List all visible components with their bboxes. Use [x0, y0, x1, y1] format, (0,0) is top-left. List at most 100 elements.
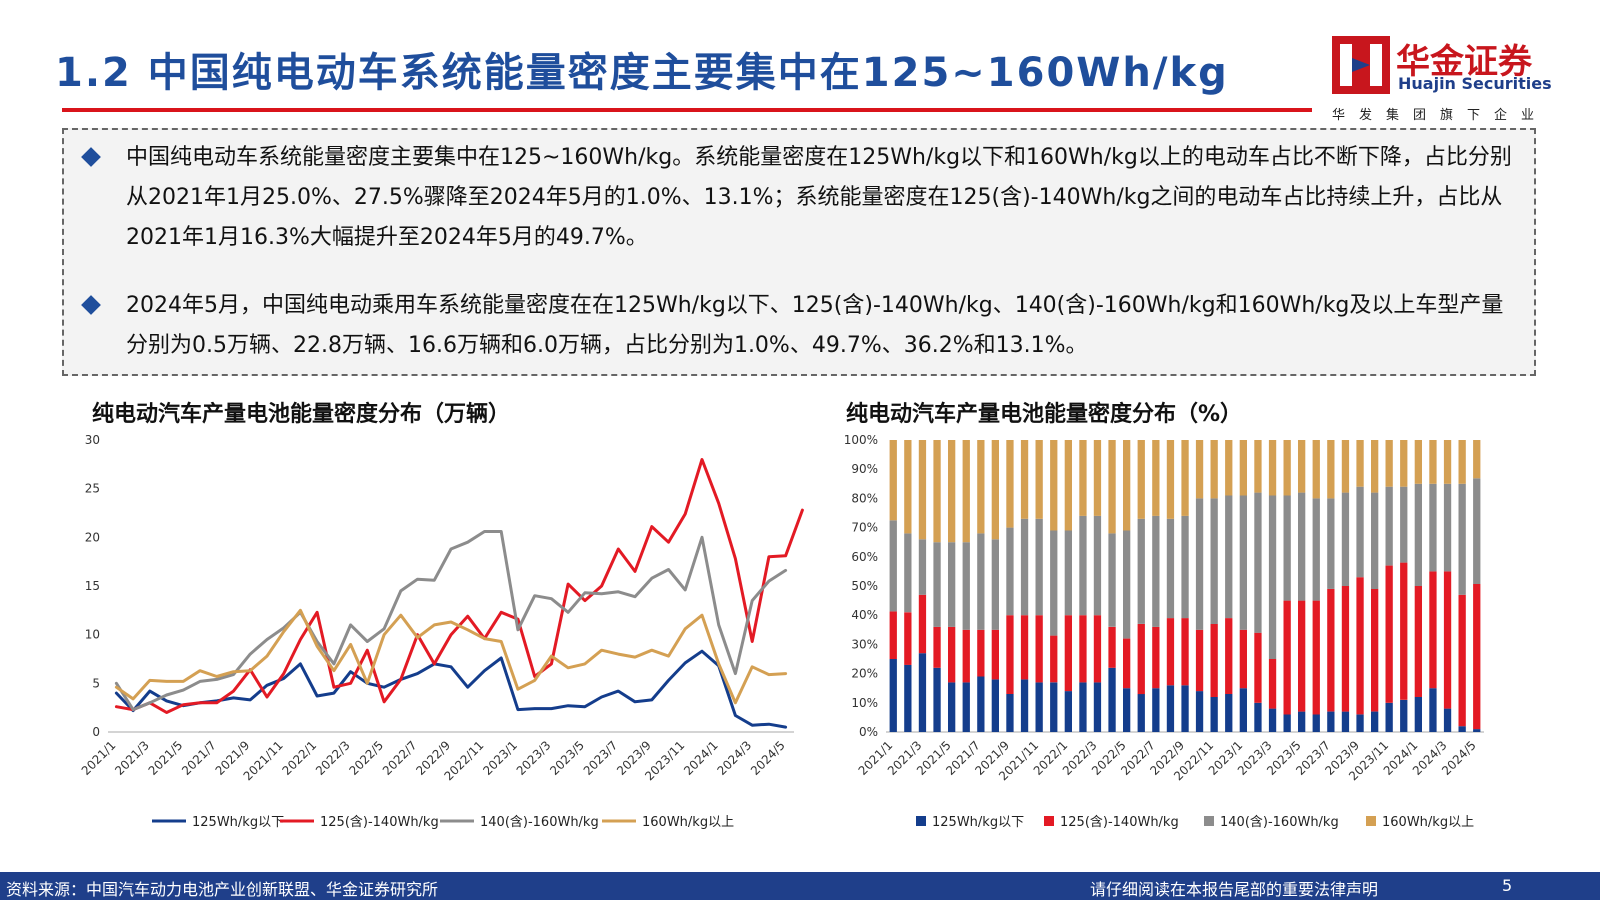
bar-segment [1123, 688, 1131, 732]
bar-segment [1298, 492, 1306, 601]
bar-segment [1473, 584, 1481, 730]
bar-segment [1429, 688, 1437, 732]
bar-segment [1443, 440, 1452, 484]
bar-segment [1356, 714, 1364, 732]
bar-segment [1312, 714, 1320, 732]
bar-segment [991, 679, 999, 732]
bar-segment [991, 440, 999, 540]
bar-segment [962, 682, 970, 732]
bar-segment [1123, 530, 1131, 639]
bar-segment [1371, 711, 1379, 732]
x-tick-label: 2023/1 [480, 738, 520, 778]
bar-segment [933, 440, 941, 543]
bar-segment [1035, 615, 1043, 683]
bar-segment [1254, 440, 1262, 493]
legend-label: 160Wh/kg以上 [1382, 815, 1474, 830]
bar-segment [1356, 440, 1364, 487]
bar-segment [1443, 483, 1452, 572]
bar-segment [1341, 711, 1350, 732]
bar-segment [1443, 708, 1452, 732]
bar-segment [1166, 518, 1175, 619]
y-tick-label: 10% [851, 696, 878, 710]
legend-swatch [1204, 816, 1214, 826]
bar-segment [1298, 440, 1306, 493]
bar-segment [1225, 694, 1233, 732]
bar-segment [1195, 440, 1204, 499]
bar-segment [991, 539, 999, 630]
legend-swatch [1044, 816, 1054, 826]
bar-segment [1312, 498, 1320, 601]
y-tick-label: 5 [92, 676, 100, 690]
bar-segment [1473, 440, 1481, 479]
bar-segment [1312, 600, 1320, 715]
bar-segment [1400, 699, 1408, 732]
y-tick-label: 70% [851, 521, 878, 535]
y-tick-label: 0 [92, 725, 100, 739]
x-tick-label: 2022/1 [280, 738, 320, 778]
bar-segment [1473, 478, 1481, 584]
bar-segment [1079, 682, 1087, 732]
bar-segment [1079, 615, 1087, 683]
bar-segment [1064, 691, 1072, 732]
bar-segment [1239, 495, 1247, 630]
bar-segment [1371, 588, 1379, 712]
bar-segment [1181, 618, 1189, 686]
x-tick-label: 2023/7 [581, 738, 621, 778]
x-tick-label: 2021/7 [179, 738, 219, 778]
legend-label: 140(含)-160Wh/kg [480, 814, 599, 830]
legend-swatch [916, 816, 926, 826]
bar-segment [904, 612, 912, 665]
y-tick-label: 90% [851, 462, 878, 476]
bar-segment [1298, 600, 1306, 712]
bar-segment [1050, 682, 1058, 732]
bar-segment [1166, 685, 1175, 732]
bar-segment [904, 664, 912, 732]
bar-segment [1458, 483, 1466, 595]
bar-segment [1152, 515, 1160, 627]
bar-segment [1006, 694, 1014, 732]
y-tick-label: 80% [851, 491, 878, 505]
bar-segment [1108, 626, 1116, 668]
bar-segment [1006, 440, 1014, 528]
bar-segment [1268, 495, 1277, 659]
bar-segment [1035, 682, 1043, 732]
bar-segment [889, 659, 897, 732]
bar-segment [948, 682, 956, 732]
footer-disclaimer: 请仔细阅读在本报告尾部的重要法律声明 [1090, 880, 1379, 899]
bar-segment [933, 626, 941, 668]
y-tick-label: 30% [851, 637, 878, 651]
bar-segment [1108, 440, 1116, 534]
bar-segment [889, 520, 897, 612]
bar-segment [962, 542, 970, 630]
legend-label: 125Wh/kg以下 [932, 815, 1024, 830]
bar-segment [1166, 618, 1175, 686]
legend-label: 160Wh/kg以上 [642, 815, 734, 830]
bar-segment [1195, 629, 1204, 692]
bar-segment [918, 594, 927, 654]
bar-segment [1385, 486, 1393, 566]
bar-segment [904, 533, 912, 613]
x-tick-label: 2021/3 [112, 738, 152, 778]
bar-segment [1283, 714, 1291, 732]
company-logo: 华金证券 Huajin Securities 华发集团旗下企业 [1332, 34, 1572, 124]
bar-segment [948, 542, 956, 627]
bar-segment [1152, 440, 1160, 516]
bar-segment [1341, 492, 1350, 586]
x-tick-label: 2024/5 [748, 738, 788, 778]
bar-segment [1385, 440, 1393, 487]
bar-segment [1327, 588, 1335, 712]
huajin-logo-icon [1332, 36, 1390, 94]
bar-segment [1371, 440, 1379, 493]
stacked-bar-chart: 0%10%20%30%40%50%60%70%80%90%100%2021/12… [844, 433, 1484, 830]
page-title: 1.2 中国纯电动车系统能量密度主要集中在125~160Wh/kg [55, 50, 1229, 96]
bar-segment [918, 653, 927, 732]
bar-segment [1283, 495, 1291, 601]
bar-segment [1123, 638, 1131, 689]
bar-segment [1195, 498, 1204, 630]
bar-segment [889, 611, 897, 659]
bar-segment [1341, 440, 1350, 493]
x-tick-label: 2023/3 [514, 738, 554, 778]
bar-segment [977, 676, 985, 732]
y-tick-label: 50% [851, 579, 878, 593]
bar-segment [1400, 440, 1408, 487]
